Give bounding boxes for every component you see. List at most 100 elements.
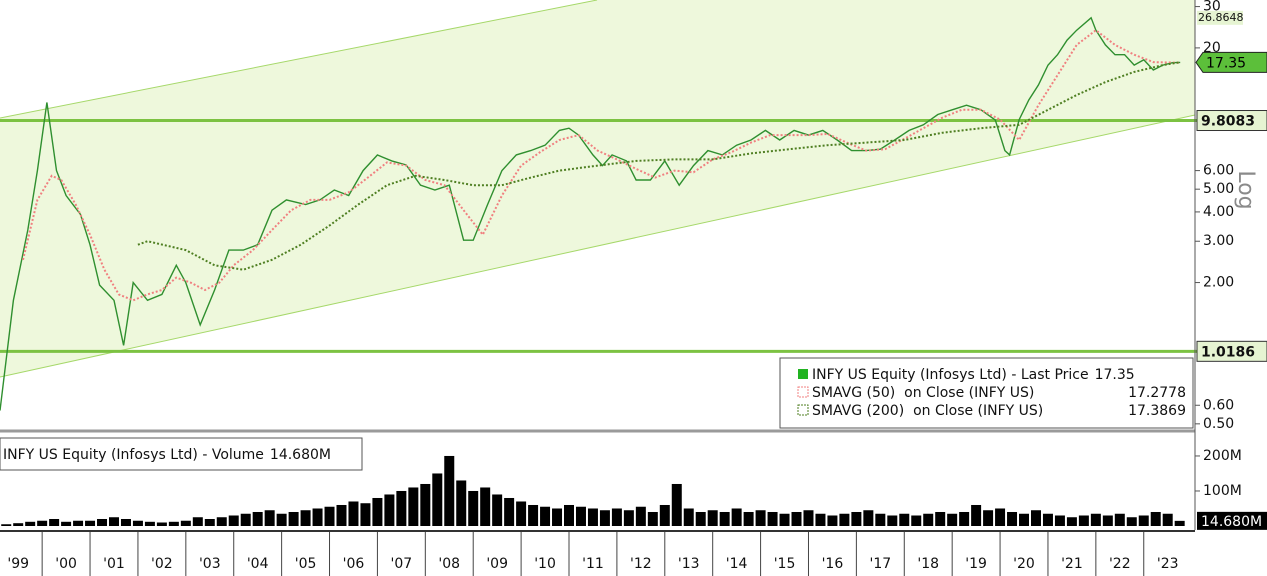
x-tick-label: '19 [965,556,987,572]
x-tick-label: '99 [7,556,29,572]
volume-bar [1102,515,1113,526]
channel-lower [0,114,1196,378]
volume-bar [587,508,598,526]
high-label-box [1197,10,1243,25]
x-tick-label: '02 [151,556,173,572]
volume-bar [228,515,239,526]
x-tick-label: '20 [1013,556,1035,572]
price-line [0,16,1181,411]
volume-bar [492,494,503,526]
volume-bar [743,511,754,526]
x-tick-label: '17 [869,556,891,572]
x-tick-label: '04 [247,556,269,572]
volume-bar [144,521,155,526]
x-tick-label: '14 [726,556,748,572]
legend-value: 17.3869 [1128,403,1186,419]
volume-bar [863,510,874,526]
volume-bar [276,513,287,526]
y-tick-label: 2.00 [1203,275,1234,291]
level-label: 9.8083 [1201,114,1255,130]
legend-entry: INFY US Equity (Infosys Ltd) - Last Pric… [812,367,1135,383]
volume-bar [935,511,946,526]
y-tick-label: 4.00 [1203,204,1234,220]
volume-bar [791,511,802,526]
volume-bar [815,513,826,526]
last-volume-box [1197,511,1267,530]
level-label: 1.0186 [1201,344,1255,360]
x-tick-label: '23 [1157,556,1179,572]
volume-bar [707,510,718,526]
volume-bar [1150,511,1161,526]
volume-bar [875,513,886,526]
x-tick-label: '21 [1061,556,1083,572]
volume-bar [324,506,335,526]
volume-bar [132,520,143,526]
y-tick-label: 0.50 [1203,416,1234,432]
legend-entry: INFY US Equity (Infosys Ltd) - Volume 14.… [3,447,331,463]
volume-legend: INFY US Equity (Infosys Ltd) - Volume 14.… [0,437,363,471]
volume-bar [1126,517,1137,526]
x-tick-label: '22 [1109,556,1131,572]
volume-bar [647,511,658,526]
volume-bar [1054,515,1065,526]
volume-bar [1066,517,1077,526]
volume-bar [408,487,419,526]
volume-bar [336,504,347,526]
y-tick-label: 200M [1203,448,1242,464]
trend-channel [0,0,1195,377]
x-tick-label: '11 [582,556,604,572]
volume-bar [216,517,227,526]
legend-entry: SMAVG (50) on Close (INFY US) [812,385,1034,401]
volume-bar [120,518,131,526]
volume-bar [372,497,383,526]
legend-value: 14.680M [270,447,331,463]
volume-bar [575,506,586,526]
y-tick-label: 6.00 [1203,163,1234,179]
x-tick-label: '15 [774,556,796,572]
volume-bar [180,520,191,526]
volume-bar [839,513,850,526]
x-tick-label: '10 [534,556,556,572]
volume-bar [384,494,395,526]
volume-bar [432,473,443,526]
volume-bar [552,508,563,526]
volume-bar [204,518,215,526]
volume-bar [264,510,275,526]
volume-bar [719,511,730,526]
volume-bar [995,508,1006,526]
volume-bar [599,510,610,526]
volume-bar [252,511,263,526]
channel-upper [0,0,598,119]
volume-bar [156,522,167,526]
volume-bar [528,504,539,526]
volume-bar [37,520,48,526]
volume-bar [1007,511,1018,526]
volume-bar [671,483,682,526]
volume-bar [1042,513,1053,526]
volume-bar [911,515,922,526]
volume-bar [1114,513,1125,526]
level-label-box [1196,340,1267,362]
volume-bar [1174,520,1185,526]
legend-entry: SMAVG (200) on Close (INFY US) [812,403,1043,419]
volume-bar [695,511,706,526]
scale-label: Log [1233,170,1258,209]
volume-bar [396,490,407,526]
volume-bar [611,508,622,526]
legend-box [779,357,1194,429]
legend-value: 17.2778 [1128,385,1186,401]
volume-bar [923,513,934,526]
y-tick-label: 100M [1203,483,1242,499]
volume-bar [755,510,766,526]
volume-bar [61,521,72,526]
x-tick-label: '12 [630,556,652,572]
x-tick-label: '03 [199,556,221,572]
volume-bar [803,510,814,526]
volume-bar [85,520,96,526]
legend-name: INFY US Equity (Infosys Ltd) - Last Pric… [812,367,1089,383]
volume-bar [779,513,790,526]
high-label: 26.8648 [1198,11,1244,24]
volume-bar [971,504,982,526]
legend-name: INFY US Equity (Infosys Ltd) - Volume [3,447,264,463]
